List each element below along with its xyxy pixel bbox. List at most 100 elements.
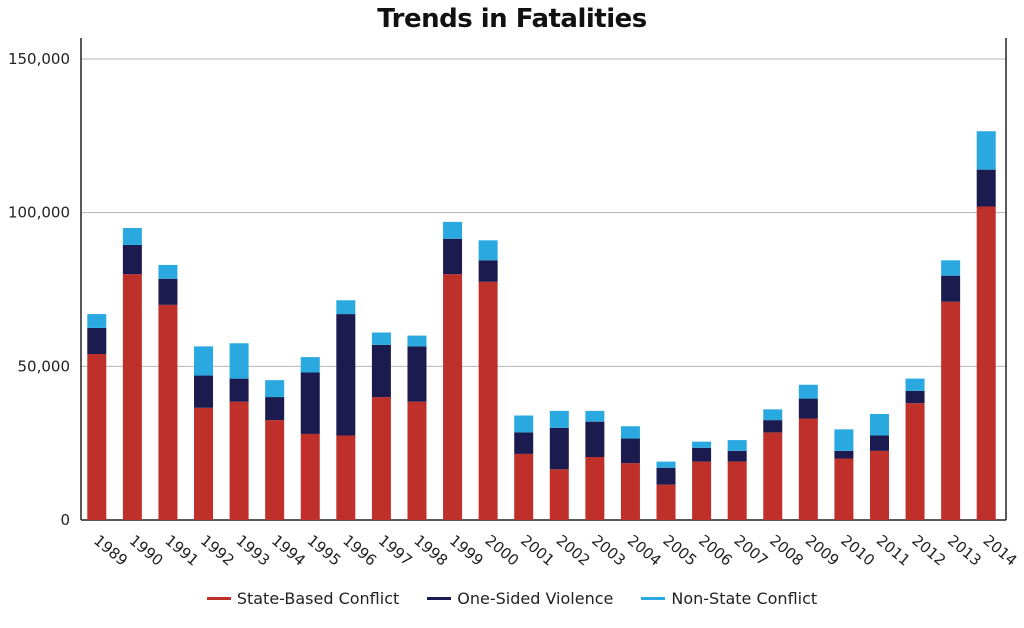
x-tick-label-2000: 2000 bbox=[482, 531, 523, 569]
x-tick-label-2008: 2008 bbox=[766, 531, 807, 569]
x-tick-label-2002: 2002 bbox=[553, 531, 594, 569]
bar-1996-series-0 bbox=[336, 435, 356, 520]
y-tick-label-0: 0 bbox=[60, 511, 70, 529]
bar-2001-series-2 bbox=[514, 415, 534, 433]
bar-2005-series-2 bbox=[656, 461, 676, 468]
x-tick-label-2004: 2004 bbox=[624, 531, 665, 569]
legend-swatch-one-sided bbox=[427, 597, 452, 600]
bar-2004-series-0 bbox=[620, 463, 640, 520]
x-tick-label-2012: 2012 bbox=[908, 531, 949, 569]
y-tick-label-3: 150,000 bbox=[8, 50, 70, 68]
bar-2010-series-1 bbox=[834, 450, 854, 459]
bar-1999-series-2 bbox=[443, 221, 463, 239]
bar-1991-series-0 bbox=[158, 304, 178, 520]
legend-swatch-state-based bbox=[206, 597, 231, 600]
x-tick-label-1990: 1990 bbox=[126, 531, 167, 569]
bar-2009-series-0 bbox=[798, 418, 818, 520]
bar-1994-series-0 bbox=[265, 420, 285, 520]
bar-1999-series-1 bbox=[443, 238, 463, 275]
legend-label-non-state: Non-State Conflict bbox=[671, 589, 818, 608]
x-tick-label-2011: 2011 bbox=[873, 531, 914, 569]
bar-2014-series-1 bbox=[976, 169, 996, 207]
bar-1993-series-2 bbox=[229, 343, 249, 379]
bar-2009-series-1 bbox=[798, 398, 818, 419]
bar-1998-series-2 bbox=[407, 335, 427, 347]
x-tick-label-2013: 2013 bbox=[944, 531, 985, 569]
bar-2008-series-1 bbox=[763, 420, 783, 433]
bar-1997-series-0 bbox=[371, 397, 391, 520]
bar-2002-series-1 bbox=[549, 427, 569, 470]
bar-2003-series-1 bbox=[585, 421, 605, 457]
bar-2006-series-1 bbox=[692, 447, 712, 462]
bar-2004-series-2 bbox=[620, 426, 640, 439]
x-tick-label-2005: 2005 bbox=[659, 531, 700, 569]
bar-2011-series-0 bbox=[869, 450, 889, 520]
bar-2002-series-0 bbox=[549, 469, 569, 520]
chart-legend: State-Based Conflict One-Sided Violence … bbox=[0, 589, 1024, 608]
bar-2001-series-0 bbox=[514, 453, 534, 520]
x-tick-label-1996: 1996 bbox=[339, 531, 380, 569]
legend-swatch-non-state bbox=[641, 597, 666, 600]
bar-2007-series-1 bbox=[727, 450, 747, 462]
bar-1992-series-2 bbox=[194, 346, 214, 376]
chart-title: Trends in Fatalities bbox=[377, 4, 647, 34]
x-tick-label-2009: 2009 bbox=[802, 531, 843, 569]
bar-1990-series-2 bbox=[122, 228, 142, 245]
bar-1994-series-1 bbox=[265, 397, 285, 421]
bar-1995-series-1 bbox=[300, 372, 320, 434]
bar-1993-series-0 bbox=[229, 401, 249, 520]
x-tick-label-1993: 1993 bbox=[233, 531, 274, 569]
bar-1998-series-0 bbox=[407, 401, 427, 520]
bar-1991-series-2 bbox=[158, 264, 178, 279]
x-tick-label-2010: 2010 bbox=[837, 531, 878, 569]
bar-2000-series-2 bbox=[478, 240, 498, 261]
bar-1995-series-0 bbox=[300, 433, 320, 520]
bar-2003-series-2 bbox=[585, 410, 605, 422]
x-tick-label-1989: 1989 bbox=[90, 531, 131, 569]
x-tick-label-2014: 2014 bbox=[980, 531, 1021, 569]
x-tick-label-1995: 1995 bbox=[304, 531, 345, 569]
bar-1992-series-1 bbox=[194, 375, 214, 408]
bar-1996-series-1 bbox=[336, 314, 356, 436]
bar-2007-series-0 bbox=[727, 461, 747, 520]
bar-1993-series-1 bbox=[229, 378, 249, 402]
bar-2007-series-2 bbox=[727, 440, 747, 451]
bar-1996-series-2 bbox=[336, 300, 356, 315]
legend-item-one-sided: One-Sided Violence bbox=[427, 589, 613, 608]
x-tick-label-1998: 1998 bbox=[410, 531, 451, 569]
legend-label-state-based: State-Based Conflict bbox=[236, 589, 400, 608]
legend-item-non-state: Non-State Conflict bbox=[641, 589, 817, 608]
bar-1997-series-1 bbox=[371, 344, 391, 398]
bar-1990-series-1 bbox=[122, 244, 142, 275]
bar-2006-series-2 bbox=[692, 441, 712, 448]
x-tick-label-2006: 2006 bbox=[695, 531, 736, 569]
bar-2014-series-2 bbox=[976, 131, 996, 170]
bar-1997-series-2 bbox=[371, 332, 391, 345]
bar-1989-series-0 bbox=[87, 354, 107, 520]
x-tick-label-1992: 1992 bbox=[197, 531, 238, 569]
bar-2014-series-0 bbox=[976, 206, 996, 520]
bar-2000-series-1 bbox=[478, 260, 498, 282]
y-tick-label-1: 50,000 bbox=[18, 357, 71, 375]
bar-2001-series-1 bbox=[514, 432, 534, 454]
bar-1999-series-0 bbox=[443, 274, 463, 520]
bar-2002-series-2 bbox=[549, 410, 569, 428]
bar-2005-series-1 bbox=[656, 467, 676, 485]
bar-1995-series-2 bbox=[300, 357, 320, 373]
x-tick-label-1999: 1999 bbox=[446, 531, 487, 569]
x-tick-label-1991: 1991 bbox=[161, 531, 202, 569]
x-tick-label-2001: 2001 bbox=[517, 531, 558, 569]
legend-label-one-sided: One-Sided Violence bbox=[457, 589, 614, 608]
bar-2012-series-0 bbox=[905, 403, 925, 520]
bar-1991-series-1 bbox=[158, 278, 178, 305]
x-tick-label-1997: 1997 bbox=[375, 531, 416, 569]
bar-2011-series-2 bbox=[869, 413, 889, 436]
bar-1994-series-2 bbox=[265, 380, 285, 398]
bar-2010-series-0 bbox=[834, 458, 854, 520]
bar-2005-series-0 bbox=[656, 484, 676, 520]
bar-2008-series-0 bbox=[763, 432, 783, 520]
bar-1989-series-1 bbox=[87, 327, 107, 355]
bar-2010-series-2 bbox=[834, 429, 854, 451]
bar-2011-series-1 bbox=[869, 435, 889, 451]
